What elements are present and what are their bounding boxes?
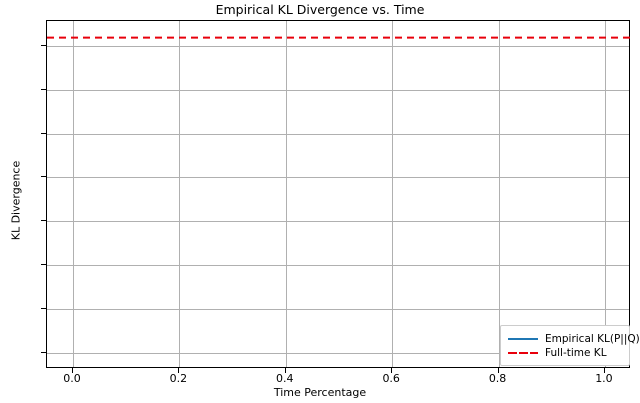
legend-item-empirical: Empirical KL(P||Q) <box>508 332 640 345</box>
chart-legend: Empirical KL(P||Q) Full-time KL <box>500 325 640 366</box>
gridline-y <box>47 89 629 91</box>
legend-item-fulltime: Full-time KL <box>508 346 623 359</box>
legend-label-empirical: Empirical KL(P||Q) <box>545 332 640 345</box>
gridline-x <box>285 21 287 367</box>
plot-inner <box>47 21 631 367</box>
y-axis-label: KL Divergence <box>9 160 23 241</box>
x-axis-label: Time Percentage <box>273 386 367 399</box>
x-tick-label: 0.6 <box>382 372 400 385</box>
gridline-x <box>604 21 606 367</box>
y-tick-mark <box>41 176 46 178</box>
x-tick-mark <box>284 368 286 373</box>
gridline-y <box>47 221 629 223</box>
x-tick-mark <box>72 368 74 373</box>
gridline-y <box>47 133 629 135</box>
x-tick-label: 0.0 <box>63 372 81 385</box>
series-canvas <box>47 21 631 39</box>
gridline-x <box>392 21 394 367</box>
gridline-y <box>47 352 629 354</box>
gridline-y <box>47 265 629 267</box>
y-tick-mark <box>41 220 46 222</box>
y-tick-mark <box>41 88 46 90</box>
x-tick-mark <box>178 368 180 373</box>
gridline-x <box>73 21 75 367</box>
x-tick-label: 0.8 <box>488 372 507 385</box>
legend-label-fulltime: Full-time KL <box>545 346 607 359</box>
y-tick-mark <box>41 264 46 266</box>
gridline-y <box>47 308 629 310</box>
legend-swatch-empirical <box>508 334 538 344</box>
x-tick-mark <box>391 368 393 373</box>
y-tick-mark <box>41 132 46 134</box>
x-tick-mark <box>603 368 605 373</box>
legend-swatch-fulltime <box>508 348 538 358</box>
gridline-x <box>498 21 500 367</box>
x-tick-label: 1.0 <box>595 372 613 385</box>
x-tick-label: 0.4 <box>276 372 294 385</box>
plot-area <box>46 20 631 368</box>
chart-title: Empirical KL Divergence vs. Time <box>215 2 425 17</box>
y-tick-mark <box>41 44 46 46</box>
gridline-x <box>179 21 181 367</box>
y-tick-mark <box>41 351 46 353</box>
y-tick-mark <box>41 307 46 309</box>
x-tick-mark <box>497 368 499 373</box>
gridline-y <box>47 177 629 179</box>
x-tick-label: 0.2 <box>169 372 188 385</box>
gridline-y <box>47 45 629 47</box>
